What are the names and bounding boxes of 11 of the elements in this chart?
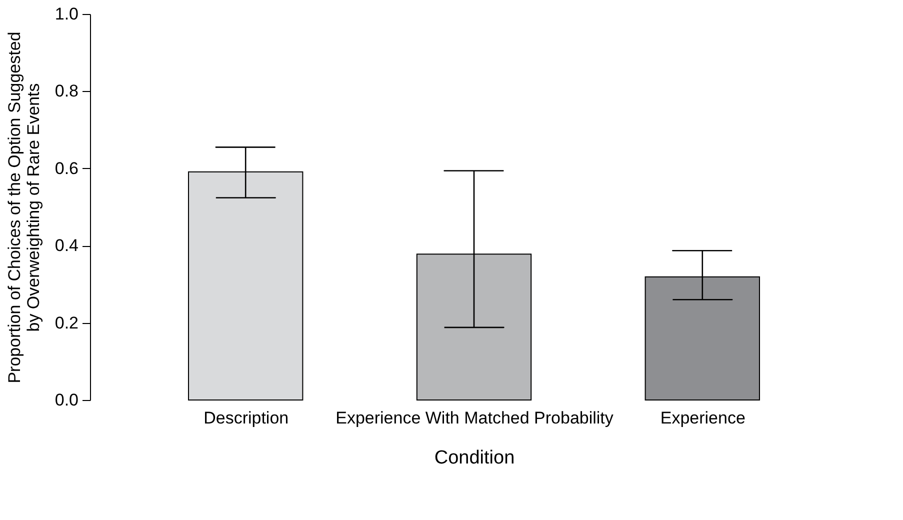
x-tick-label: Experience: [660, 408, 746, 428]
y-tick-label: 1.0: [54, 4, 78, 24]
y-tick-label: 0.6: [54, 158, 78, 178]
x-tick-label: Experience With Matched Probability: [336, 408, 614, 428]
y-tick-label: 0.8: [54, 82, 78, 101]
x-axis-title: Condition: [434, 448, 515, 468]
y-axis-title: Proportion of Choices of the Option Suggested by Overweighting of Rare Events: [4, 32, 43, 384]
x-tick-label: Description: [204, 408, 289, 428]
y-tick-label: 0.4: [54, 236, 78, 256]
y-tick-label: 0.2: [54, 313, 78, 332]
y-tick-label: 0.0: [54, 390, 78, 410]
